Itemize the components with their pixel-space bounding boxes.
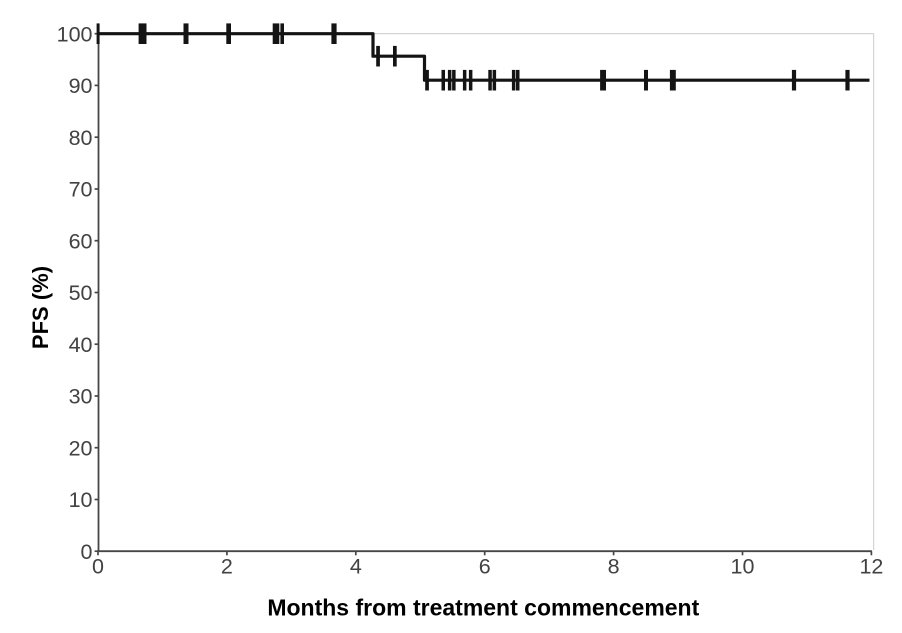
svg-text:90: 90 (69, 74, 93, 98)
svg-text:2: 2 (221, 555, 233, 579)
svg-text:30: 30 (69, 385, 93, 409)
svg-text:0: 0 (81, 540, 93, 564)
svg-text:6: 6 (479, 555, 491, 579)
svg-text:8: 8 (608, 555, 620, 579)
svg-text:PFS (%): PFS (%) (28, 266, 53, 349)
svg-text:70: 70 (69, 178, 93, 202)
svg-text:80: 80 (69, 126, 93, 150)
svg-text:40: 40 (69, 333, 93, 357)
svg-text:10: 10 (731, 555, 755, 579)
svg-text:20: 20 (69, 436, 93, 460)
svg-text:100: 100 (57, 22, 93, 46)
svg-text:12: 12 (859, 555, 883, 579)
svg-text:0: 0 (92, 555, 104, 579)
svg-text:10: 10 (69, 488, 93, 512)
svg-text:Months from treatment commence: Months from treatment commencement (267, 594, 699, 620)
svg-text:60: 60 (69, 229, 93, 253)
svg-text:4: 4 (350, 555, 362, 579)
svg-text:50: 50 (69, 281, 93, 305)
